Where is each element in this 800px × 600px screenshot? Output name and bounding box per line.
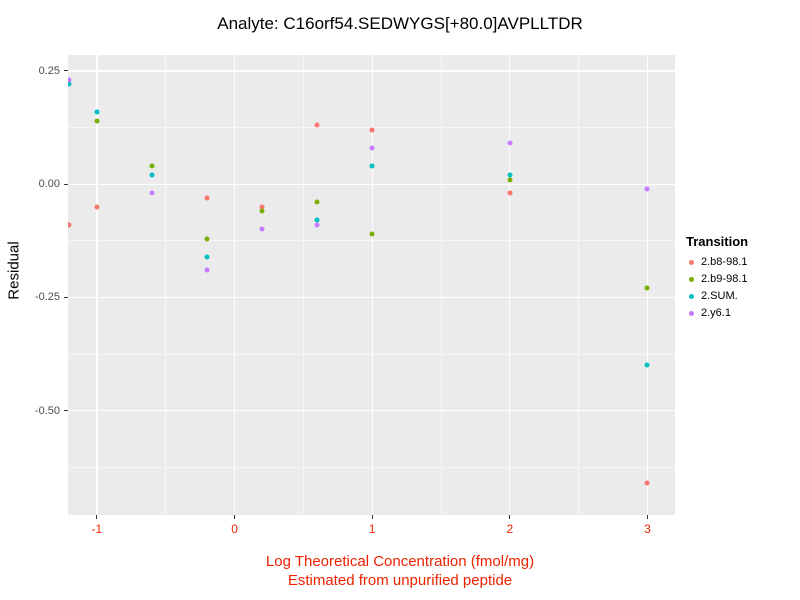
x-major-gridline — [646, 55, 649, 515]
x-minor-gridline — [302, 55, 304, 515]
data-point — [314, 122, 320, 128]
legend-item: 2.SUM. — [686, 290, 798, 302]
y-tick-mark — [64, 410, 68, 412]
x-minor-gridline — [165, 55, 167, 515]
y-tick-label: 0.00 — [38, 178, 60, 191]
data-point — [259, 204, 265, 210]
data-point — [204, 254, 210, 260]
legend-item: 2.b9-98.1 — [686, 273, 798, 285]
y-tick-label: -0.50 — [34, 404, 60, 417]
x-tick-mark — [646, 515, 648, 519]
y-tick-label: -0.25 — [34, 291, 60, 304]
data-point — [507, 177, 513, 183]
x-major-gridline — [371, 55, 373, 515]
data-point — [68, 81, 72, 87]
x-tick-label: 3 — [644, 522, 651, 536]
data-point — [94, 109, 100, 115]
legend-item: 2.b8-98.1 — [686, 256, 798, 268]
legend: Transition 2.b8-98.1 2.b9-98.1 2.SUM. 2.… — [686, 234, 798, 324]
y-minor-gridline — [68, 466, 675, 468]
data-point — [314, 217, 320, 223]
y-tick-label: 0.25 — [38, 64, 60, 77]
data-point — [644, 480, 650, 486]
y-axis-title: Residual — [5, 241, 23, 300]
legend-label-0: 2.b8-98.1 — [701, 256, 748, 268]
y-major-gridline — [68, 296, 675, 299]
data-point — [68, 77, 72, 83]
data-point — [369, 163, 375, 169]
legend-swatch-3 — [689, 310, 694, 316]
plot-panel — [68, 55, 675, 515]
y-tick-mark — [64, 70, 68, 72]
legend-label-3: 2.y6.1 — [701, 307, 731, 319]
x-major-gridline — [233, 55, 236, 515]
data-point — [68, 222, 72, 228]
legend-swatch-1 — [689, 276, 694, 282]
legend-label-1: 2.b9-98.1 — [701, 273, 748, 285]
x-tick-mark — [96, 515, 98, 519]
y-major-gridline — [68, 410, 675, 412]
x-minor-gridline — [578, 55, 580, 515]
x-tick-mark — [371, 515, 373, 519]
x-tick-mark — [509, 515, 511, 519]
y-minor-gridline — [68, 353, 675, 355]
data-point — [204, 195, 210, 201]
data-point — [94, 118, 100, 124]
x-tick-mark — [234, 515, 236, 519]
y-tick-mark — [64, 183, 68, 185]
data-point — [314, 222, 320, 228]
x-tick-label: -1 — [91, 522, 103, 536]
data-point — [259, 208, 265, 214]
x-tick-label: 0 — [231, 522, 238, 536]
data-point — [259, 226, 265, 232]
data-point — [507, 140, 513, 146]
x-tick-label: 2 — [506, 522, 514, 536]
x-axis-title-line1: Log Theoretical Concentration (fmol/mg) — [265, 553, 535, 570]
legend-item: 2.y6.1 — [686, 307, 798, 319]
y-minor-gridline — [68, 240, 675, 242]
data-point — [507, 172, 513, 178]
data-point — [369, 231, 375, 237]
data-point — [204, 267, 210, 273]
data-point — [369, 145, 375, 151]
y-tick-mark — [64, 296, 68, 298]
data-point — [507, 190, 513, 196]
x-axis-title-line2: Estimated from unpurified peptide — [287, 572, 513, 589]
data-point — [149, 172, 155, 178]
x-major-gridline — [509, 55, 511, 515]
data-point — [644, 285, 650, 291]
y-major-gridline — [68, 183, 675, 185]
data-point — [644, 362, 650, 368]
legend-swatch-0 — [689, 259, 694, 265]
data-point — [149, 163, 155, 169]
data-point — [369, 127, 375, 133]
x-major-gridline — [96, 55, 98, 515]
data-point — [314, 199, 320, 205]
data-point — [149, 190, 155, 196]
x-minor-gridline — [440, 55, 442, 515]
data-point — [94, 204, 100, 210]
legend-title: Transition — [686, 234, 749, 249]
data-point — [644, 186, 650, 192]
data-point — [204, 236, 210, 242]
legend-swatch-2 — [689, 293, 694, 299]
x-axis-title: Log Theoretical Concentration (fmol/mg) … — [0, 552, 800, 590]
legend-label-2: 2.SUM. — [701, 290, 738, 302]
y-major-gridline — [68, 70, 675, 72]
chart-title: Analyte: C16orf54.SEDWYGS[+80.0]AVPLLTDR — [217, 14, 583, 33]
x-tick-label: 1 — [368, 522, 376, 536]
